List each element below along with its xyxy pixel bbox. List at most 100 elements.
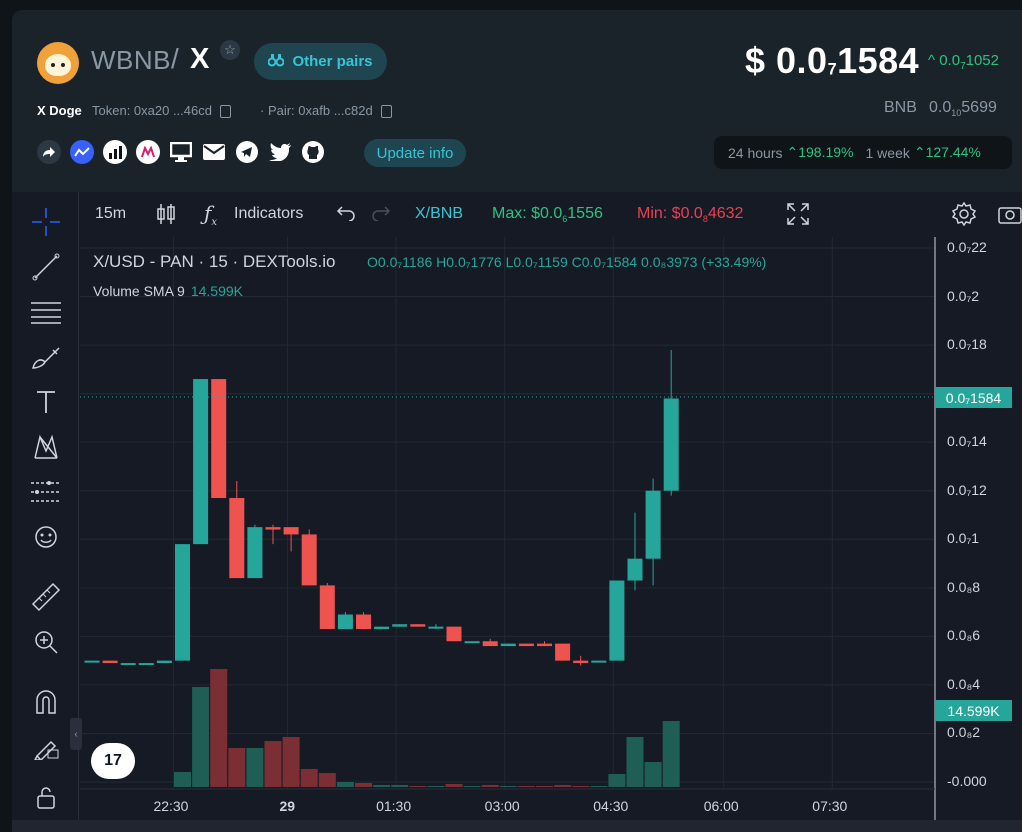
twitter-icon[interactable] (268, 140, 292, 164)
volume-bar (228, 748, 246, 787)
candle-body (120, 663, 136, 666)
lock-drawing-icon[interactable] (31, 732, 61, 762)
trendline-icon[interactable] (31, 252, 61, 282)
x-tick-label: 01:30 (376, 798, 412, 814)
collapse-toolbar-icon[interactable]: ‹ (70, 718, 82, 750)
pair-separator: / (171, 43, 179, 74)
x-tick-label: 22:30 (153, 798, 189, 814)
candle-body (645, 490, 661, 559)
magnet-icon[interactable] (31, 687, 61, 717)
coinmarketcap-icon[interactable] (70, 140, 94, 164)
other-pairs-button[interactable]: Other pairs (254, 43, 387, 80)
volume-bar (554, 785, 572, 787)
candle-body (102, 660, 118, 664)
pair-base-symbol: WBNB (91, 45, 171, 75)
other-pairs-label: Other pairs (292, 53, 373, 70)
min-price-label: Min: $0.084632 (637, 205, 744, 225)
performance-summary: 24 hours ⌃198.19% 1 week ⌃127.44% (714, 136, 1012, 169)
x-tick-label: 29 (279, 798, 296, 814)
bottom-resize-bar[interactable] (12, 820, 1022, 832)
y-tick-label: 0.0₇12 (947, 481, 987, 498)
copy-pair-icon[interactable] (380, 105, 392, 119)
redo-icon[interactable] (371, 205, 391, 226)
undo-icon[interactable] (336, 205, 356, 226)
favorite-star-icon[interactable]: ☆ (220, 40, 240, 60)
indicators-button[interactable]: Indicators (234, 205, 304, 222)
y-tick-label: 0.0₇14 (947, 433, 987, 450)
fullscreen-icon[interactable] (787, 203, 809, 230)
zoom-in-icon[interactable] (31, 627, 61, 657)
volume-legend: Volume SMA 9 14.599K (93, 283, 243, 299)
multichain-icon[interactable] (136, 140, 160, 164)
token-name: X Doge (37, 103, 82, 118)
crosshair-icon[interactable] (31, 207, 61, 237)
volume-bar (517, 786, 535, 787)
pair-switch-button[interactable]: X/BNB (415, 205, 464, 222)
chart-container (12, 192, 1022, 832)
volume-bar (192, 687, 210, 787)
volume-bar (499, 786, 517, 787)
token-address[interactable]: Token: 0xa20 ...46cd (92, 103, 231, 119)
x-tick-label: 03:00 (484, 798, 520, 814)
current-price: $ 0.071584 (745, 40, 920, 81)
candle-body (428, 626, 444, 629)
forecast-tool-icon[interactable] (31, 477, 61, 507)
website-icon[interactable] (169, 140, 193, 164)
candle-body (356, 614, 371, 630)
github-icon[interactable] (301, 140, 325, 164)
settings-gear-icon[interactable] (951, 201, 977, 231)
pair-quote-symbol: X (190, 43, 210, 75)
telegram-icon[interactable] (235, 140, 259, 164)
volume-bar (481, 785, 499, 787)
last-price-tag: 0.0₇1584 (935, 387, 1012, 408)
perf-24h-label: 24 hours (728, 144, 783, 161)
candle-body (464, 641, 480, 644)
max-price-label: Max: $0.061556 (492, 205, 603, 225)
volume-bar (336, 782, 354, 787)
binoculars-icon (267, 53, 285, 71)
chart-top-toolbar (80, 192, 1022, 237)
pattern-tool-icon[interactable] (31, 432, 61, 462)
x-tick-label: 07:30 (812, 798, 848, 814)
candle-body (591, 660, 607, 663)
camera-icon[interactable] (998, 203, 1022, 230)
unlock-icon[interactable] (31, 782, 61, 812)
chart-icon[interactable] (103, 140, 127, 164)
price-chart[interactable] (80, 237, 1022, 820)
indicators-icon[interactable]: ƒx (204, 201, 218, 228)
candle-body (247, 527, 263, 579)
volume-bar (572, 786, 590, 787)
emoji-icon[interactable] (31, 522, 61, 552)
candle-body (211, 379, 227, 499)
candle-body (283, 527, 299, 535)
interval-selector[interactable]: 15m (95, 205, 127, 222)
brush-icon[interactable] (31, 342, 61, 372)
candle-body (138, 663, 154, 666)
volume-bar (391, 785, 409, 787)
copy-token-icon[interactable] (219, 105, 231, 119)
volume-bar (264, 741, 282, 787)
volume-bar (246, 748, 264, 787)
update-info-button[interactable]: Update info (364, 139, 466, 167)
pair-address[interactable]: · Pair: 0xafb ...c82d (260, 103, 392, 119)
y-tick-label: 0.0₈8 (947, 578, 981, 595)
volume-bar (318, 773, 336, 787)
y-tick-label: 0.0₇2 (947, 287, 980, 304)
candle-type-icon[interactable] (156, 203, 176, 230)
candle-body (663, 398, 679, 491)
volume-bar (174, 772, 191, 787)
y-tick-label: 0.0₇18 (947, 336, 987, 353)
volume-bar (590, 786, 608, 787)
candle-body (156, 660, 172, 664)
volume-bar (210, 669, 228, 787)
email-icon[interactable] (202, 140, 226, 164)
volume-bar (282, 737, 300, 787)
ruler-icon[interactable] (31, 582, 61, 612)
text-tool-icon[interactable] (31, 387, 61, 417)
chart-legend-ohlc: O0.0₇1186 H0.0₇1776 L0.0₇1159 C0.0₇1584 … (367, 254, 767, 270)
tradingview-logo[interactable]: 17 (91, 743, 135, 779)
price-change: ^ 0.071052 (928, 52, 999, 72)
share-icon[interactable] (37, 140, 61, 164)
horizontal-lines-icon[interactable] (31, 297, 61, 327)
volume-bar (427, 786, 445, 787)
